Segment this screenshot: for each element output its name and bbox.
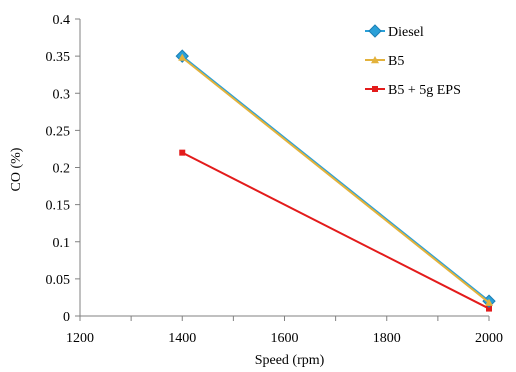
- y-tick-label: 0.4: [53, 13, 71, 28]
- series-b5: [178, 53, 493, 306]
- legend-label: B5: [388, 54, 404, 69]
- legend-label: B5 + 5g EPS: [388, 83, 461, 98]
- y-axis-title: CO (%): [9, 147, 24, 191]
- series-line: [181, 151, 490, 310]
- legend: Diesel B5 B5 + 5g EPS: [365, 24, 461, 98]
- x-tick-label: 1800: [373, 331, 401, 346]
- x-tick-labels: 1200 1400 1600 1800 2000: [66, 316, 503, 346]
- legend-swatch-marker: [372, 86, 378, 92]
- data-point: [178, 53, 187, 61]
- y-tick-label: 0.2: [53, 162, 71, 177]
- legend-swatch-marker: [368, 24, 382, 38]
- y-tick-label: 0.05: [46, 273, 71, 288]
- x-tick-label: 2000: [475, 331, 503, 346]
- y-tick-label: 0.15: [46, 199, 71, 214]
- series-layer: [175, 49, 496, 312]
- data-point: [486, 305, 492, 312]
- x-tick-label: 1400: [168, 331, 196, 346]
- legend-item: B5 + 5g EPS: [365, 83, 461, 98]
- series-line: [181, 55, 490, 302]
- y-tick-label: 0.25: [46, 124, 71, 139]
- x-axis-title: Speed (rpm): [255, 353, 325, 368]
- legend-item: B5: [365, 54, 404, 69]
- axes: [79, 19, 489, 317]
- y-tick-label: 0.3: [53, 87, 71, 102]
- y-tick-label: 0.35: [46, 50, 71, 65]
- legend-swatch-marker: [371, 56, 379, 64]
- series-b5-5g-eps: [179, 149, 492, 312]
- legend-label: Diesel: [388, 25, 424, 40]
- y-tick-label: 0.1: [53, 236, 71, 251]
- x-tick-label: 1200: [66, 331, 94, 346]
- legend-item: Diesel: [365, 24, 424, 40]
- data-point: [179, 149, 186, 156]
- y-tick-label: 0: [63, 310, 70, 325]
- y-tick-labels: 0 0.05 0.1 0.15 0.2 0.25 0.3 0.35 0.4: [46, 13, 80, 325]
- series-line: [181, 56, 490, 304]
- data-point: [485, 298, 493, 306]
- x-tick-label: 1600: [271, 331, 299, 346]
